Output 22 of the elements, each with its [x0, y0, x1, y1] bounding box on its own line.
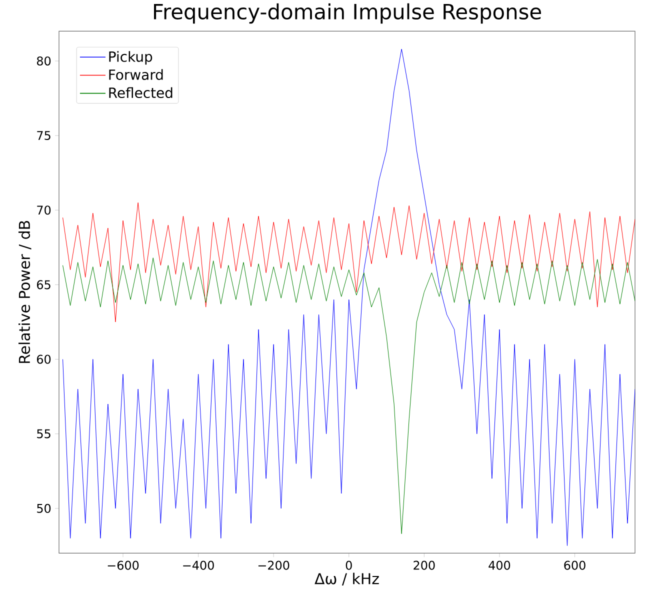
x-tick-label: −200	[258, 560, 290, 570]
legend-label: Forward	[109, 69, 163, 80]
y-tick-label: 55	[37, 429, 50, 438]
legend-label: Pickup	[109, 51, 152, 65]
legend-label: Reflected	[109, 87, 172, 98]
y-axis-title: Relative Power / dB	[18, 220, 32, 363]
x-tick-label: 0	[346, 560, 352, 570]
y-tick-label: 75	[37, 131, 50, 140]
line-series	[62, 202, 636, 322]
x-tick-label: 200	[414, 560, 435, 570]
x-tick-label: 400	[488, 560, 510, 570]
x-tick-label: 600	[564, 560, 586, 570]
y-tick-label: 70	[37, 206, 51, 215]
chart-title: Frequency-domain Impulse Response	[154, 3, 541, 24]
y-tick-label: 65	[37, 280, 50, 290]
y-tick-label: 60	[37, 354, 51, 364]
x-axis-title: Δω / kHz	[314, 572, 379, 586]
y-tick-label: 80	[36, 56, 51, 66]
y-tick-label: 50	[37, 504, 51, 513]
x-tick-label: −600	[108, 560, 139, 570]
x-tick-label: −400	[183, 560, 214, 570]
line-series	[62, 258, 636, 534]
